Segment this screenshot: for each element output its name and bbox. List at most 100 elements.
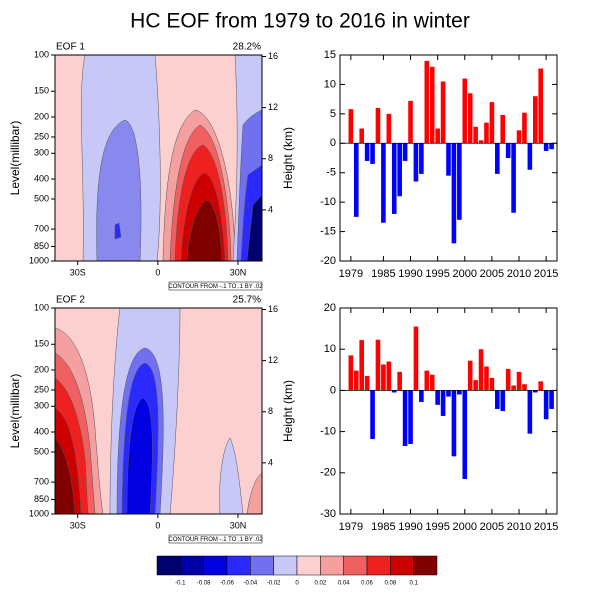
- bar: [478, 140, 484, 144]
- bar: [451, 390, 457, 457]
- bar: [500, 390, 506, 411]
- plot-frame: [54, 307, 263, 515]
- y2-tick-label: 12: [268, 355, 278, 365]
- x-tick-label: 2000: [453, 268, 477, 280]
- y-tick-label: 400: [34, 173, 49, 183]
- y-tick-label: 700: [34, 223, 49, 233]
- colorbar-label: -0.06: [220, 581, 234, 587]
- colorbar-label: 0: [295, 581, 299, 587]
- bar: [381, 364, 386, 391]
- bar: [424, 60, 430, 144]
- bar: [532, 390, 538, 393]
- x-tick-label: 0: [155, 267, 160, 277]
- y-tick-label: 300: [34, 148, 49, 158]
- colorbar-box: [413, 555, 438, 576]
- colorbar-label: -0.08: [197, 581, 211, 587]
- bar: [543, 143, 549, 151]
- contour-note: CONTOUR FROM -.1 TO .1 BY .02: [168, 284, 263, 290]
- bar: [440, 390, 446, 416]
- y-tick-label: 20: [324, 302, 336, 314]
- colorbar-box: [250, 555, 274, 576]
- y-axis-title: Level(millibar): [8, 121, 22, 196]
- bar: [489, 378, 495, 391]
- bar: [419, 390, 424, 402]
- contour-field: [55, 55, 262, 261]
- y-tick-label: 200: [34, 364, 49, 374]
- bar: [527, 143, 533, 170]
- bar: [391, 143, 397, 214]
- x-tick-label: 2005: [480, 268, 504, 280]
- bar: [386, 113, 392, 144]
- bar: [402, 143, 408, 161]
- colorbar-box: [390, 555, 414, 576]
- bar: [505, 143, 511, 158]
- y-tick-label: 0: [330, 137, 336, 149]
- bar: [413, 143, 419, 182]
- y-tick-label: 1000: [29, 255, 49, 265]
- x-tick-label: 2015: [534, 268, 558, 280]
- bar: [413, 326, 419, 391]
- panel-label: EOF 2: [56, 295, 85, 306]
- colorbar-box: [296, 555, 321, 576]
- bar: [370, 143, 375, 164]
- bar: [495, 390, 500, 409]
- y-tick-label: 300: [34, 401, 49, 411]
- x-tick-label: 1979: [339, 268, 363, 280]
- bar: [457, 143, 462, 220]
- x-tick-label: 2005: [480, 521, 504, 533]
- bar: [353, 370, 359, 391]
- variance-label: 25.7%: [233, 295, 261, 306]
- x-tick-label: 2000: [453, 521, 477, 533]
- bar: [532, 96, 538, 144]
- y2-tick-label: 4: [268, 204, 273, 214]
- y-axis-title: Level(millibar): [8, 374, 22, 449]
- bar: [429, 66, 435, 144]
- colorbar-box: [156, 555, 181, 576]
- bar: [397, 143, 402, 197]
- bar: [386, 361, 392, 391]
- bar: [364, 375, 370, 391]
- y-tick-label: 400: [34, 426, 49, 436]
- contour-note: CONTOUR FROM -.1 TO .1 BY .02: [168, 537, 263, 543]
- bar: [467, 93, 473, 144]
- bar: [527, 390, 533, 434]
- y2-tick-label: 16: [268, 304, 278, 314]
- colorbar-box: [226, 555, 251, 576]
- y2-axis-title: Height (km): [281, 127, 295, 189]
- bar: [359, 340, 365, 391]
- y-tick-label: -10: [320, 426, 336, 438]
- y-tick-label: -15: [320, 225, 336, 237]
- bar: [435, 390, 440, 405]
- bar: [522, 112, 527, 144]
- y-tick-label: -5: [326, 167, 336, 179]
- bar: [538, 68, 544, 144]
- bar: [364, 143, 370, 161]
- bar: [402, 390, 408, 447]
- x-tick-label: 30N: [230, 520, 247, 530]
- x-tick-label: 1979: [339, 521, 363, 533]
- y-tick-label: 100: [34, 49, 49, 59]
- bar: [370, 390, 375, 440]
- bar: [348, 355, 354, 391]
- x-tick-label: 30N: [230, 267, 247, 277]
- bar: [462, 390, 468, 479]
- bar: [381, 143, 386, 223]
- colorbar-box: [320, 555, 344, 576]
- y-tick-label: -20: [320, 467, 336, 479]
- bar: [500, 115, 506, 144]
- bar: [516, 371, 522, 391]
- colorbar-box: [343, 555, 368, 576]
- colorbar-box: [203, 555, 228, 576]
- bar: [467, 360, 473, 391]
- colorbar-label: -0.02: [267, 581, 281, 587]
- bar: [538, 381, 544, 391]
- bar: [419, 143, 424, 174]
- y2-tick-label: 8: [268, 406, 273, 416]
- bar: [511, 143, 516, 213]
- bar: [408, 100, 413, 144]
- y2-tick-label: 12: [268, 102, 278, 112]
- bar: [495, 143, 500, 174]
- y-tick-label: 500: [34, 193, 49, 203]
- panel-label: EOF 1: [56, 42, 85, 53]
